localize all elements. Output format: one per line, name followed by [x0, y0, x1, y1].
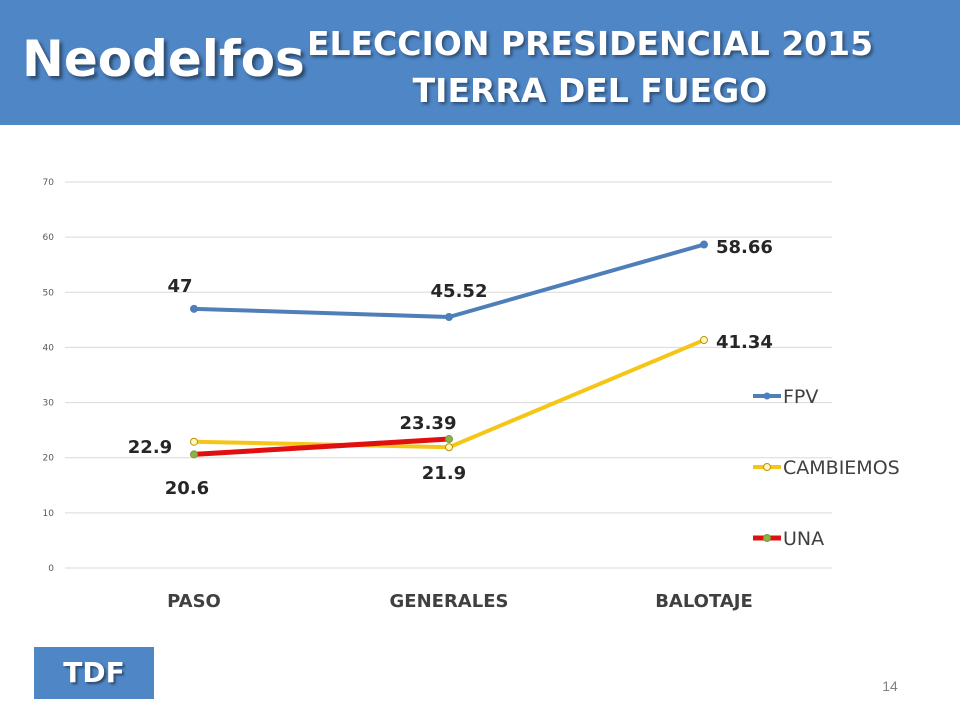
y-tick-label: 70	[43, 178, 55, 188]
y-tick-label: 30	[43, 399, 55, 409]
series-line-una	[191, 436, 452, 457]
data-label-una: 20.6	[165, 478, 209, 499]
data-point-una	[445, 435, 453, 444]
y-tick-label: 40	[43, 343, 55, 353]
data-label-fpv: 45.52	[431, 281, 488, 302]
x-category-label: PASO	[167, 591, 221, 612]
data-point-cambiemos	[700, 336, 708, 345]
header-bar: Neodelfos ELECCION PRESIDENCIAL 2015 TIE…	[0, 0, 960, 125]
chart-title-line2: TIERRA DEL FUEGO	[412, 71, 768, 110]
data-point-fpv	[190, 304, 198, 313]
data-label-fpv: 47	[167, 276, 192, 297]
y-tick-label: 60	[43, 233, 55, 243]
data-label-una: 23.39	[400, 413, 457, 434]
legend-label-una: UNA	[783, 528, 824, 550]
data-label-cambiemos: 41.34	[716, 332, 773, 353]
y-tick-label: 10	[43, 509, 55, 519]
data-label-fpv: 58.66	[716, 237, 773, 258]
brand-logo-text: Neodelfos	[22, 30, 305, 88]
data-label-cambiemos: 21.9	[422, 463, 466, 484]
y-tick-label: 50	[43, 288, 55, 298]
legend-marker-cambiemos	[763, 463, 771, 471]
region-badge: TDF	[34, 647, 154, 699]
legend-marker-fpv	[763, 392, 771, 400]
data-point-una	[190, 450, 198, 459]
data-point-fpv	[445, 312, 453, 321]
data-point-fpv	[700, 240, 708, 249]
chart-title-line1: ELECCION PRESIDENCIAL 2015	[306, 24, 874, 63]
legend-marker-una	[763, 534, 771, 542]
data-label-cambiemos: 22.9	[128, 437, 172, 458]
legend-label-cambiemos: CAMBIEMOS	[783, 457, 900, 479]
y-tick-label: 0	[48, 564, 54, 574]
x-category-label: GENERALES	[390, 591, 509, 612]
page-number: 14	[882, 678, 898, 694]
legend-label-fpv: FPV	[783, 386, 818, 408]
y-tick-label: 20	[43, 454, 55, 464]
x-category-label: BALOTAJE	[655, 591, 753, 612]
data-point-cambiemos	[190, 437, 198, 446]
data-point-cambiemos	[445, 443, 453, 452]
